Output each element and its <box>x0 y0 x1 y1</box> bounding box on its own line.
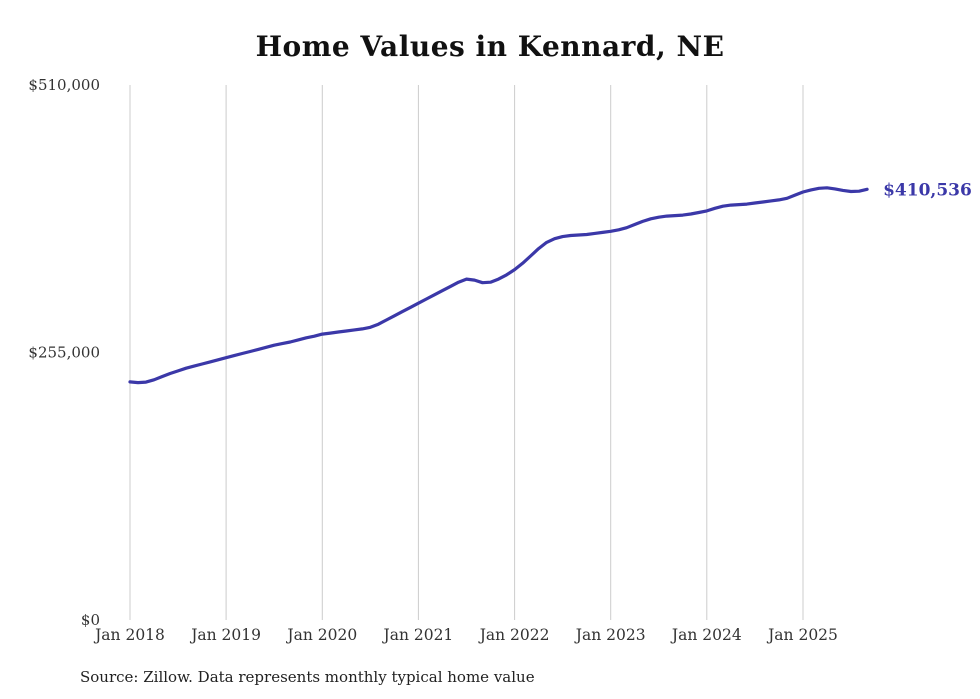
source-note: Source: Zillow. Data represents monthly … <box>80 668 535 686</box>
y-axis-tick-label: $0 <box>81 611 100 629</box>
x-axis-tick-label: Jan 2021 <box>381 626 453 644</box>
x-axis-tick-label: Jan 2023 <box>574 626 646 644</box>
x-axis-tick-label: Jan 2018 <box>93 626 165 644</box>
home-values-line-chart: Jan 2018 Jan 2019 Jan 2020 Jan 2021 Jan 2022… <box>28 76 972 644</box>
x-axis-tick-label: Jan 2019 <box>189 626 261 644</box>
chart-title: Home Values in Kennard, NE <box>255 30 725 63</box>
x-axis-tick-label: Jan 2020 <box>285 626 357 644</box>
x-axis-tick-label: Jan 2022 <box>478 626 550 644</box>
x-axis-tick-label: Jan 2024 <box>670 626 742 644</box>
x-axis-tick-label: Jan 2025 <box>766 626 838 644</box>
y-axis-tick-label: $255,000 <box>28 344 100 362</box>
end-value-label: $410,536 <box>883 180 972 200</box>
y-axis-tick-label: $510,000 <box>28 76 100 94</box>
home-value-series-line <box>128 186 869 385</box>
